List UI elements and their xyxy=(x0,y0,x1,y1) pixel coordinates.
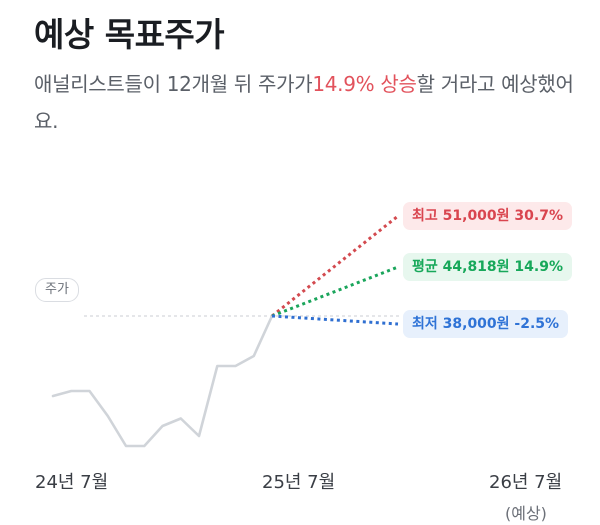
forecast-avg-price: 44,818원 xyxy=(442,259,510,275)
forecast-line-high xyxy=(271,214,399,318)
forecast-low-pct: -2.5% xyxy=(514,316,560,332)
page-title: 예상 목표주가 xyxy=(34,15,225,54)
x-tick-label-start: 24년 7월 xyxy=(35,472,109,493)
forecast-badge-avg: 평균 44,818원 14.9% xyxy=(403,253,572,281)
forecast-high-label: 최고 xyxy=(412,208,438,224)
forecast-low-label: 최저 xyxy=(412,316,438,332)
forecast-line-low xyxy=(271,314,399,326)
forecast-avg-pct: 14.9% xyxy=(514,259,563,275)
subtitle-text-pre: 애널리스트들이 12개월 뒤 주가가 xyxy=(34,72,313,96)
page-subtitle: 애널리스트들이 12개월 뒤 주가가14.9% 상승할 거라고 예상했어요. xyxy=(34,66,574,140)
x-tick-label-mid: 25년 7월 xyxy=(262,472,336,493)
forecast-line-avg xyxy=(271,265,399,318)
current-price-tag: 주가 xyxy=(35,278,79,302)
x-tick-sublabel: (예상) xyxy=(505,504,547,523)
subtitle-text-post: 할 거라고 예상했어요. xyxy=(34,72,574,133)
forecast-low-price: 38,000원 xyxy=(442,316,510,332)
x-tick-label-end: 26년 7월 xyxy=(489,472,563,493)
forecast-badge-high: 최고 51,000원 30.7% xyxy=(403,202,572,230)
forecast-avg-label: 평균 xyxy=(412,259,438,275)
forecast-high-price: 51,000원 xyxy=(442,208,510,224)
subtitle-highlight: 14.9% 상승 xyxy=(312,72,417,96)
price-history-line xyxy=(51,314,274,448)
forecast-high-pct: 30.7% xyxy=(514,208,563,224)
forecast-badge-low: 최저 38,000원 -2.5% xyxy=(403,310,569,338)
